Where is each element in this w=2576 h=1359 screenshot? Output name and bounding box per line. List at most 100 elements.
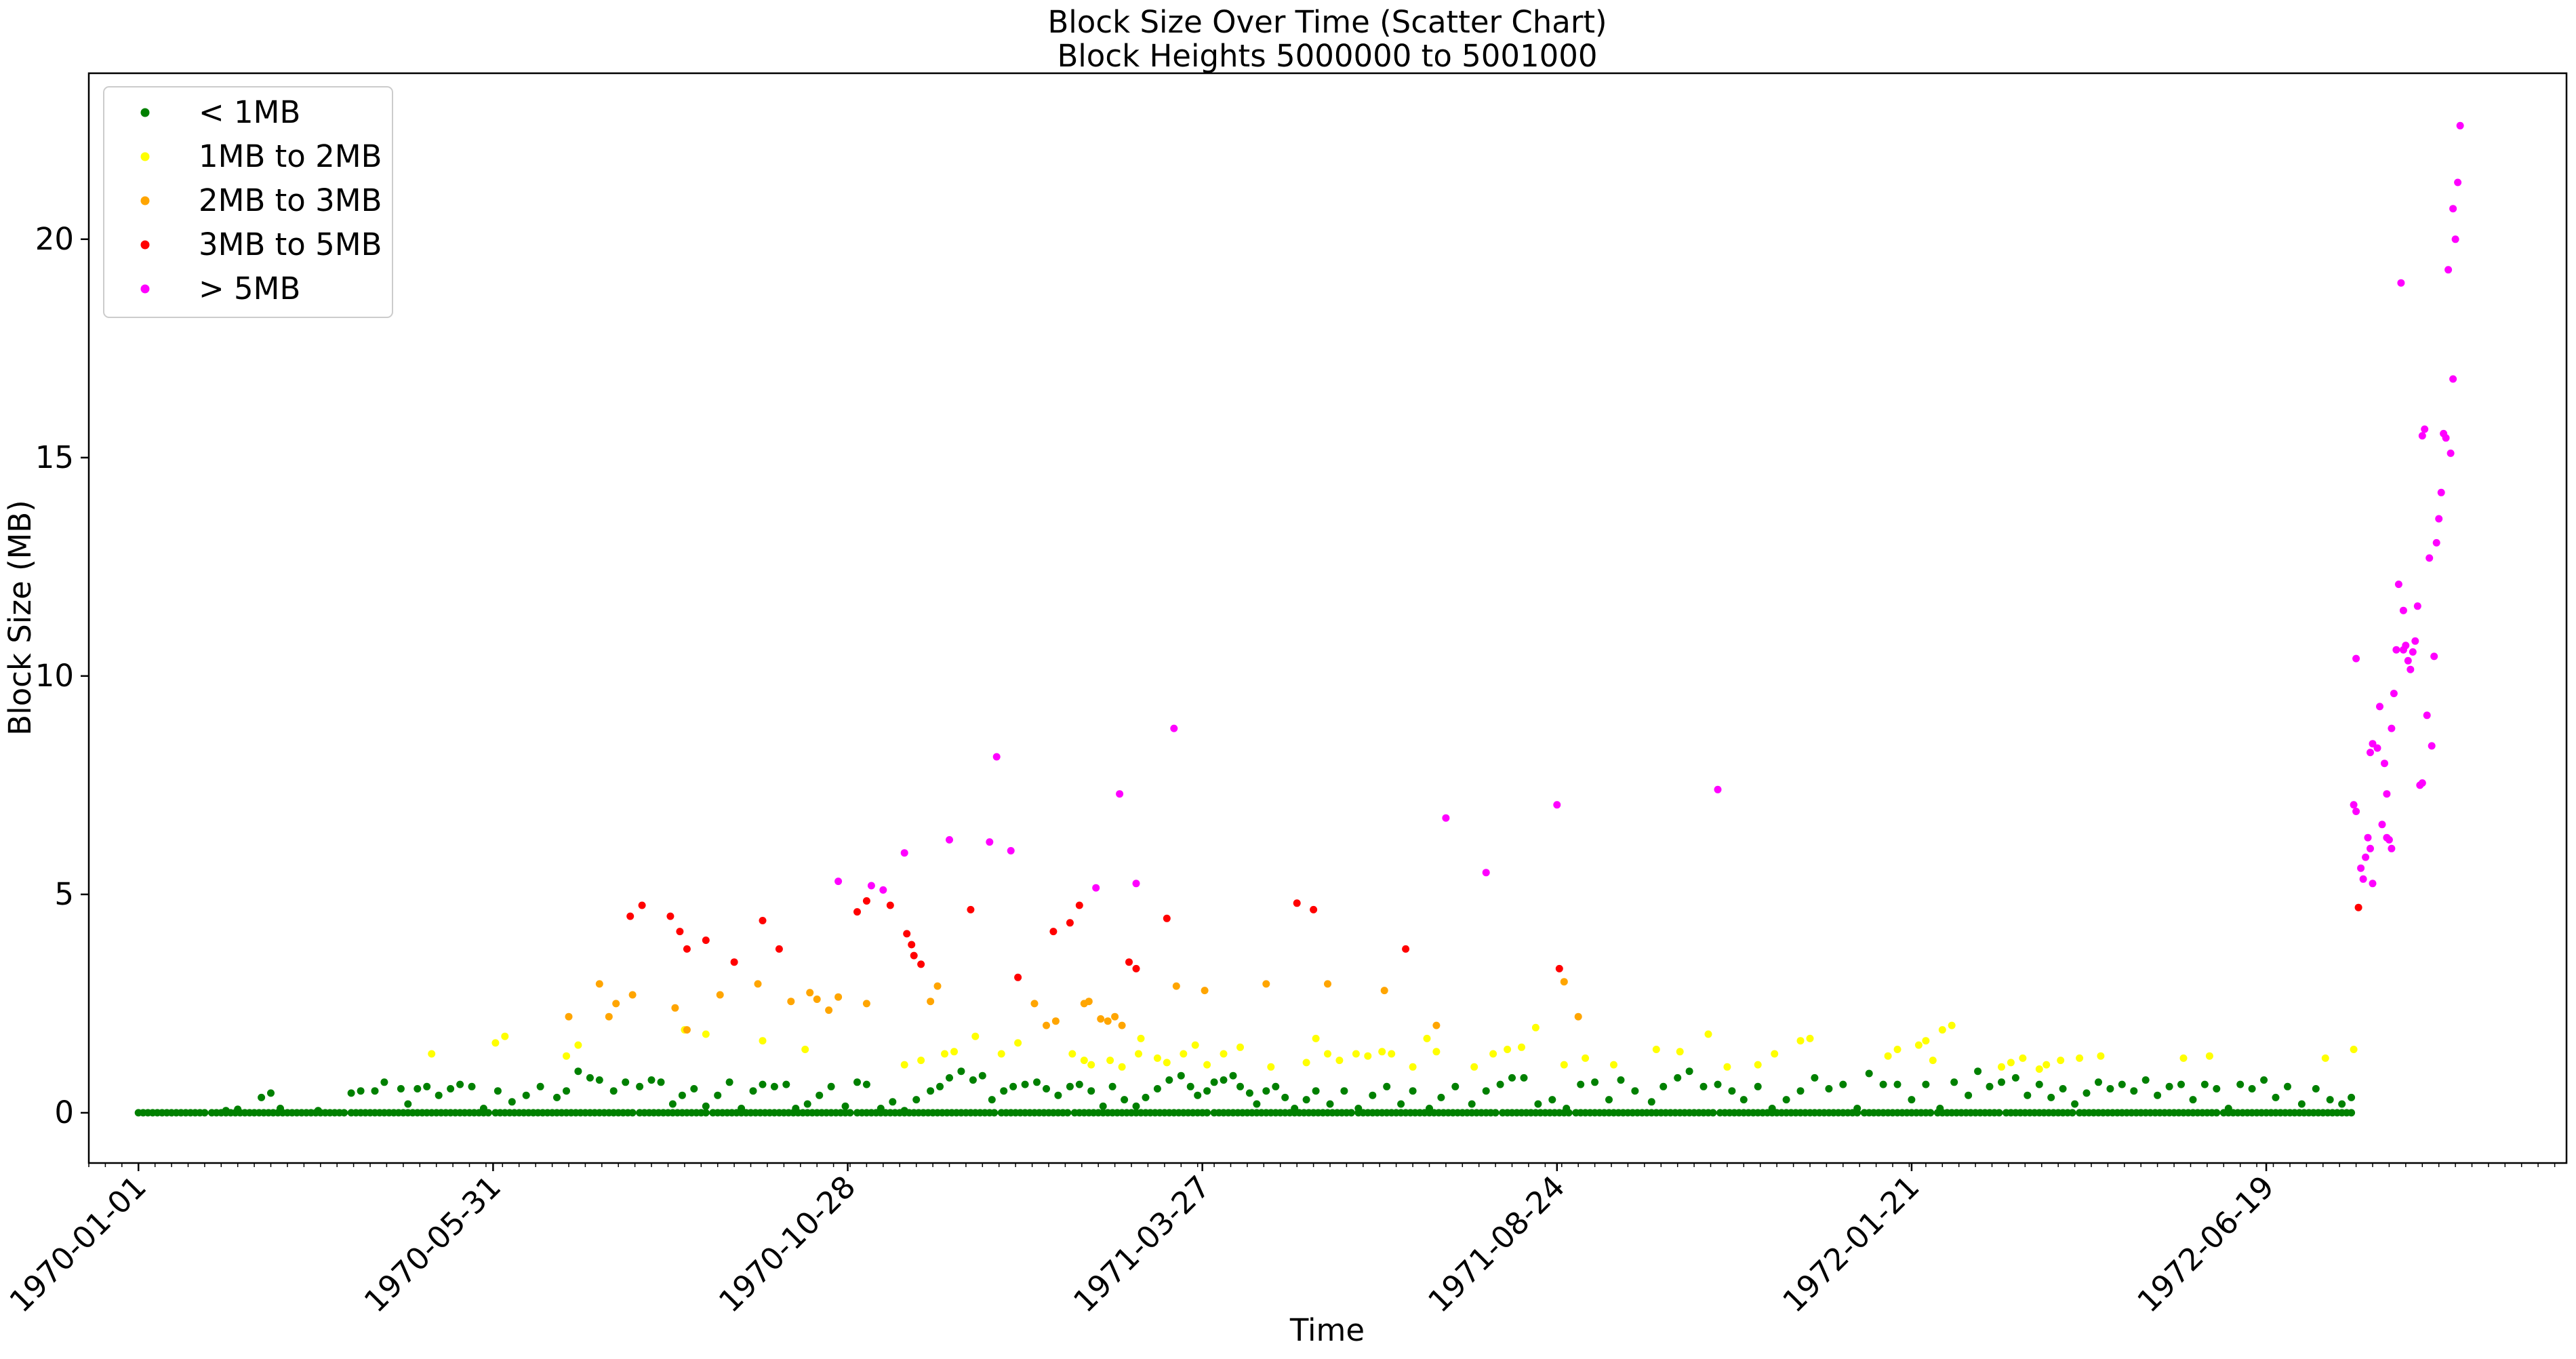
data-point — [1194, 1091, 1202, 1099]
data-point — [1704, 1030, 1712, 1038]
data-point — [574, 1041, 582, 1049]
data-point — [2392, 646, 2400, 654]
data-point — [1075, 1080, 1083, 1088]
data-point — [877, 1105, 885, 1112]
data-point — [2106, 1085, 2114, 1092]
data-point — [1137, 1034, 1145, 1042]
data-point — [690, 1085, 698, 1092]
data-point — [2449, 375, 2457, 383]
data-point — [1548, 1096, 1556, 1104]
data-point — [1482, 869, 1490, 877]
series-group — [626, 897, 2362, 981]
y-axis: 0 5 10 15 20 — [35, 221, 89, 1130]
data-point — [957, 1067, 965, 1076]
legend-marker — [140, 196, 150, 205]
data-point — [2035, 1080, 2043, 1088]
data-point — [1378, 1048, 1386, 1056]
data-point — [827, 1082, 835, 1090]
data-point — [759, 917, 767, 924]
data-point — [992, 753, 1001, 761]
data-point — [1108, 1082, 1116, 1090]
data-point — [2376, 703, 2383, 711]
data-point — [1347, 1109, 1355, 1117]
data-point — [2224, 1105, 2232, 1112]
data-point — [647, 1076, 656, 1084]
data-point — [277, 1105, 284, 1112]
data-point — [1950, 1078, 1958, 1086]
data-point — [2141, 1076, 2150, 1084]
data-point — [967, 905, 975, 913]
data-point — [1380, 987, 1388, 995]
data-point — [1739, 1096, 1748, 1104]
data-point — [1121, 1096, 1129, 1104]
data-point — [2413, 602, 2421, 610]
data-point — [2418, 432, 2426, 440]
data-point — [2057, 1057, 2065, 1065]
data-point — [1974, 1067, 1982, 1076]
y-tick-label: 0 — [54, 1095, 74, 1130]
data-point — [1014, 1039, 1022, 1047]
series-group — [134, 1067, 2356, 1117]
data-point — [2364, 833, 2372, 842]
data-point — [1312, 1034, 1320, 1042]
data-point — [2402, 642, 2410, 650]
data-point — [1324, 980, 1331, 988]
data-point — [666, 912, 675, 920]
data-point — [1531, 1023, 1539, 1031]
data-point — [1210, 1078, 1218, 1086]
data-point — [1631, 1087, 1639, 1095]
data-point — [2432, 538, 2440, 547]
data-point — [2383, 790, 2391, 798]
data-point — [2326, 1096, 2334, 1104]
y-tick-label: 15 — [35, 439, 74, 475]
data-point — [2260, 1076, 2268, 1084]
data-point — [988, 1096, 996, 1104]
data-point — [347, 1089, 355, 1097]
data-point — [1796, 1037, 1805, 1045]
data-point — [1125, 958, 1133, 966]
data-point — [912, 1096, 921, 1104]
data-point — [1482, 1087, 1490, 1095]
data-point — [1312, 1087, 1320, 1095]
data-point — [1116, 790, 1124, 798]
data-point — [2397, 279, 2405, 287]
x-tick-label: 1972-06-19 — [2130, 1168, 2280, 1319]
data-point — [657, 1078, 665, 1086]
chart-subtitle: Block Heights 5000000 to 5001000 — [1057, 38, 1597, 74]
data-point — [234, 1105, 242, 1114]
data-point — [1610, 1061, 1617, 1069]
data-point — [1771, 1050, 1779, 1058]
data-point — [903, 930, 911, 938]
data-point — [1782, 1096, 1790, 1104]
data-point — [447, 1085, 455, 1092]
data-point — [428, 1050, 436, 1058]
data-point — [1364, 1052, 1372, 1060]
data-point — [702, 1109, 710, 1117]
data-point — [501, 1032, 509, 1040]
data-point — [1914, 1041, 1923, 1049]
data-point — [1432, 1021, 1441, 1029]
data-point — [1203, 1061, 1211, 1069]
data-point — [1354, 1105, 1363, 1112]
data-point — [787, 998, 795, 1006]
data-point — [1106, 1057, 1114, 1065]
data-point — [628, 1109, 637, 1117]
data-point — [1865, 1069, 1873, 1078]
data-point — [927, 1087, 935, 1095]
data-point — [702, 937, 710, 944]
data-point — [2437, 488, 2445, 496]
data-point — [595, 980, 603, 988]
data-point — [1068, 1050, 1076, 1058]
data-point — [2200, 1080, 2209, 1088]
data-point — [702, 1102, 710, 1110]
data-point — [1118, 1063, 1126, 1071]
data-point — [725, 1078, 733, 1086]
data-point — [1728, 1087, 1736, 1095]
data-point — [834, 993, 843, 1001]
data-point — [1180, 1050, 1188, 1058]
data-point — [397, 1085, 405, 1092]
data-point — [2362, 853, 2370, 861]
chart-title: Block Size Over Time (Scatter Chart) — [1047, 4, 1607, 40]
data-point — [678, 1091, 686, 1099]
